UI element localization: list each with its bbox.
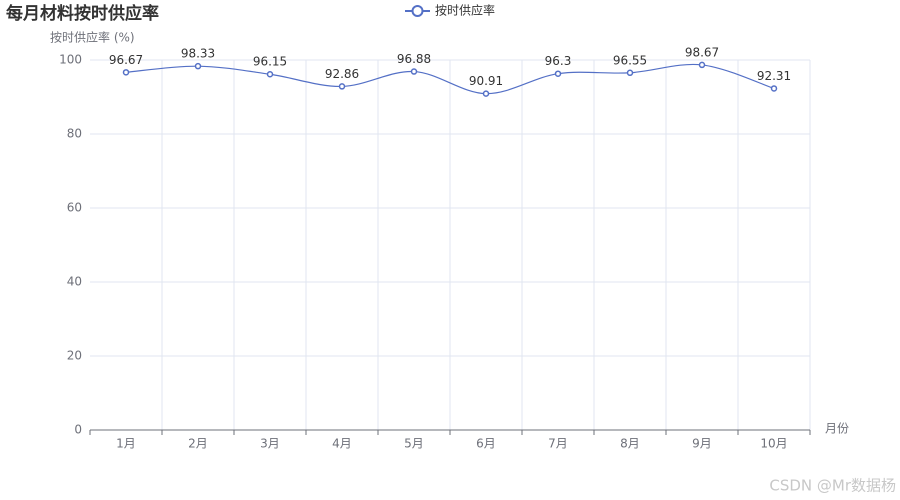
data-point <box>482 90 490 97</box>
data-point <box>770 85 778 92</box>
data-point <box>338 83 346 90</box>
watermark: CSDN @Mr数据杨 <box>769 477 896 495</box>
x-tick-label: 8月 <box>620 437 640 451</box>
data-point <box>554 70 562 77</box>
data-point <box>266 70 274 78</box>
y-tick-label: 100 <box>59 53 82 67</box>
legend-marker <box>411 5 424 17</box>
legend-label: 按时供应率 <box>435 3 495 18</box>
data-label: 96.15 <box>253 55 287 69</box>
x-tick-label: 5月 <box>404 437 424 451</box>
line-series <box>125 63 775 95</box>
x-tick-label: 6月 <box>476 437 496 451</box>
y-tick-label: 80 <box>67 127 82 141</box>
data-label: 92.31 <box>757 69 791 83</box>
data-label: 92.86 <box>325 67 359 81</box>
data-point <box>194 62 202 70</box>
data-label: 98.67 <box>685 45 719 59</box>
y-tick-label: 0 <box>74 423 82 437</box>
data-point <box>410 68 418 75</box>
x-tick-label: 4月 <box>332 437 352 451</box>
x-tick-label: 7月 <box>548 437 568 451</box>
data-point <box>626 69 634 77</box>
x-axis-label: 月份 <box>825 422 849 436</box>
x-tick-label: 9月 <box>692 437 712 451</box>
data-label: 98.33 <box>181 47 215 61</box>
data-label: 90.91 <box>469 74 503 88</box>
chart-title: 每月材料按时供应率 <box>6 3 159 24</box>
data-point <box>698 61 706 69</box>
y-tick-label: 20 <box>67 349 82 363</box>
x-tick-label: 2月 <box>188 437 208 451</box>
x-tick-label: 3月 <box>260 437 280 451</box>
y-tick-label: 60 <box>67 201 82 215</box>
data-label: 96.55 <box>613 53 647 67</box>
y-axis-label: 按时供应率 (%) <box>50 30 135 45</box>
x-tick-label: 1月 <box>116 437 136 451</box>
data-label: 96.67 <box>109 53 143 67</box>
data-label: 96.3 <box>545 54 572 68</box>
data-label: 96.88 <box>397 52 431 66</box>
y-tick-label: 40 <box>67 275 82 289</box>
data-point <box>122 69 130 76</box>
x-tick-label: 10月 <box>760 437 787 451</box>
